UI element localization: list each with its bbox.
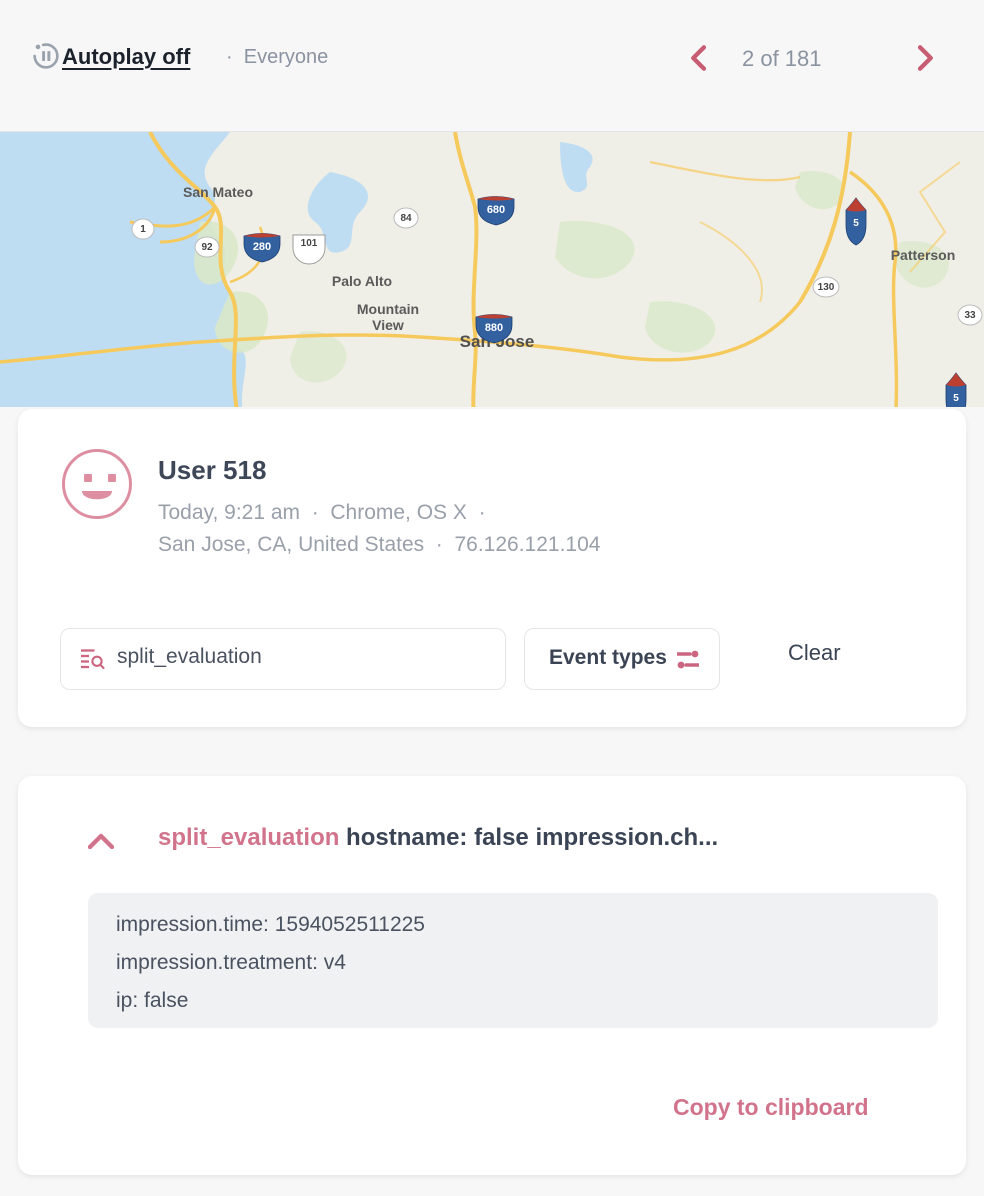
- svg-text:33: 33: [964, 310, 976, 321]
- svg-text:Palo Alto: Palo Alto: [332, 273, 392, 289]
- svg-text:Patterson: Patterson: [891, 247, 956, 263]
- svg-text:101: 101: [301, 238, 318, 249]
- svg-text:84: 84: [400, 213, 412, 224]
- svg-text:5: 5: [853, 218, 859, 229]
- svg-text:Mountain: Mountain: [357, 301, 419, 317]
- svg-text:680: 680: [487, 204, 505, 216]
- svg-text:280: 280: [253, 241, 271, 253]
- svg-text:San Mateo: San Mateo: [183, 184, 253, 200]
- svg-text:View: View: [372, 317, 404, 333]
- svg-text:5: 5: [953, 393, 959, 404]
- svg-text:1: 1: [140, 224, 146, 235]
- svg-text:130: 130: [818, 282, 835, 293]
- svg-text:92: 92: [201, 242, 213, 253]
- svg-text:880: 880: [485, 322, 503, 334]
